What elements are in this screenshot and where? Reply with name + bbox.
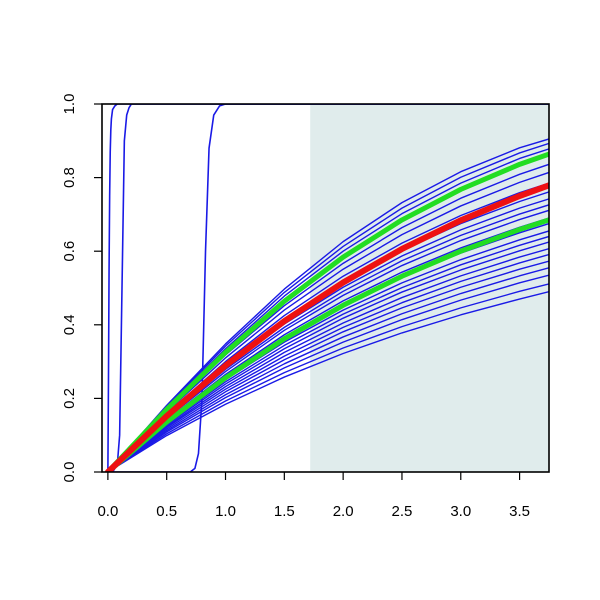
blue-curve-4	[107, 171, 549, 472]
blue-curve-21	[107, 291, 549, 472]
x-tick-label: 2.0	[333, 503, 354, 520]
series-lines-layer	[104, 104, 549, 472]
x-tick-label: 1.5	[274, 503, 295, 520]
y-tick-label: 0.8	[61, 167, 78, 188]
step-curve-2	[107, 104, 549, 472]
x-tick-label: 3.0	[450, 503, 471, 520]
blue-curve-16	[107, 253, 549, 472]
y-tick-label: 0.2	[61, 388, 78, 409]
blue-curve-19	[107, 274, 549, 472]
blue-curve-17	[107, 260, 549, 472]
blue-curve-2	[107, 138, 549, 472]
x-tick-label: 2.5	[392, 503, 413, 520]
x-axis-ticks: 0.0 0.5 1.0 1.5 2.0 2.5 3.0 3.5	[97, 472, 530, 520]
blue-curve-18	[107, 267, 549, 472]
y-axis-ticks: 0.0 0.2 0.4 0.6 0.8 1.0	[61, 94, 102, 483]
x-tick-label: 1.0	[215, 503, 236, 520]
x-tick-label: 3.5	[509, 503, 530, 520]
y-tick-label: 0.4	[61, 314, 78, 335]
axes-layer	[101, 103, 550, 473]
x-tick-label: 0.0	[97, 503, 118, 520]
blue-curve-1	[107, 142, 549, 472]
plot-frame	[101, 103, 550, 473]
y-tick-label: 1.0	[61, 94, 78, 115]
y-tick-label: 0.6	[61, 241, 78, 262]
red-curve	[104, 182, 549, 472]
blue-curve-15	[107, 247, 549, 472]
green-curve-0	[105, 151, 549, 472]
step-curve-0	[107, 104, 549, 472]
blue-curve-14	[107, 241, 549, 472]
green-curve-1	[105, 217, 549, 472]
y-tick-label: 0.0	[61, 462, 78, 483]
blue-curve-20	[107, 283, 549, 472]
step-curve-1	[107, 104, 549, 472]
x-tick-label: 0.5	[156, 503, 177, 520]
